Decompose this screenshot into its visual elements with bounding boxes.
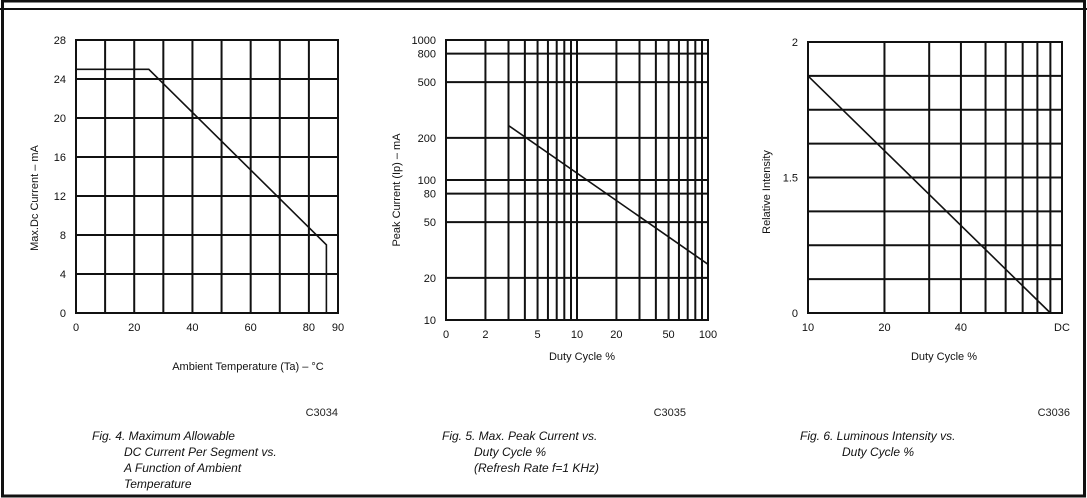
c2-x-tick-label: 10 <box>571 329 583 341</box>
chart-dc-current-vs-temperature: 0 4 8 12 16 20 24 28 0 20 40 60 80 90 Max.Dc Current… <box>29 35 344 491</box>
c3-y-tick-label: 1.5 <box>783 173 798 185</box>
chart-1-x-tick-labels: 0 20 40 60 80 90 <box>73 322 344 334</box>
chart-2-y-axis-label: Peak Current (Ip) – mA <box>391 133 403 247</box>
c1-y-tick-label: 24 <box>54 74 66 86</box>
chart-2-x-tick-labels: 0 2 5 10 20 50 100 <box>443 329 717 341</box>
chart-3-code: C3036 <box>1038 407 1070 419</box>
c1-y-tick-label: 8 <box>60 230 66 242</box>
c1-x-tick-label: 90 <box>332 322 344 334</box>
chart-relative-intensity-vs-duty-cycle: 01.52 10 20 40 DC Relative Intensity Duty C… <box>761 37 1070 459</box>
chart-1-grid <box>75 39 339 314</box>
chart-peak-current-vs-duty-cycle: 10 20 50 80 100 200 500 800 1000 0 2 5 10 20 50 100 Pe… <box>391 35 717 475</box>
chart-3-y-tick-labels: 01.52 <box>783 37 798 320</box>
chart-2-series-line <box>508 124 709 265</box>
c1-x-tick-label: 20 <box>128 322 140 334</box>
c2-x-tick-label: 2 <box>482 329 488 341</box>
chart-3-series-line <box>807 75 1051 314</box>
c2-y-tick-label: 1000 <box>412 35 436 47</box>
chart-3-x-axis-label: Duty Cycle % <box>911 351 977 363</box>
chart-2-caption-line-1: Fig. 5. Max. Peak Current vs. <box>442 429 597 443</box>
chart-1-x-axis-label: Ambient Temperature (Ta) – °C <box>172 361 324 373</box>
c1-y-tick-label: 12 <box>54 191 66 203</box>
c2-x-tick-label: 50 <box>662 329 674 341</box>
c2-y-tick-label: 50 <box>424 217 436 229</box>
c1-x-tick-label: 40 <box>186 322 198 334</box>
chart-3-grid <box>807 41 1063 314</box>
chart-1-caption-line-3: A Function of Ambient <box>123 461 242 475</box>
chart-3-y-axis-label: Relative Intensity <box>761 150 773 234</box>
chart-2-caption-line-2: Duty Cycle % <box>474 445 546 459</box>
chart-1-caption-line-2: DC Current Per Segment vs. <box>124 445 277 459</box>
chart-1-plot-frame <box>75 39 339 314</box>
chart-3-x-tick-labels: 10 20 40 DC <box>802 322 1070 334</box>
c1-y-tick-label: 20 <box>54 113 66 125</box>
chart-3-caption-line-1: Fig. 6. Luminous Intensity vs. <box>800 429 955 443</box>
c3-x-tick-label: 10 <box>802 322 814 334</box>
c1-y-tick-label: 4 <box>60 269 66 281</box>
chart-2-y-tick-labels: 10 20 50 80 100 200 500 800 1000 <box>412 35 436 327</box>
chart-1-caption-line-4: Temperature <box>124 477 192 491</box>
chart-2-plot-frame <box>445 39 709 321</box>
c2-x-tick-label: 100 <box>699 329 717 341</box>
c3-y-tick-label: 2 <box>792 37 798 49</box>
c2-y-tick-label: 80 <box>424 189 436 201</box>
chart-3-caption-line-2: Duty Cycle % <box>842 445 914 459</box>
c1-y-tick-label: 0 <box>60 308 66 320</box>
c3-x-tick-label: 20 <box>878 322 890 334</box>
c2-y-tick-label: 100 <box>418 175 436 187</box>
c2-y-tick-label: 500 <box>418 77 436 89</box>
c2-y-tick-label: 800 <box>418 49 436 61</box>
chart-1-y-tick-labels: 0 4 8 12 16 20 24 28 <box>54 35 66 320</box>
c3-x-tick-label: DC <box>1054 322 1070 334</box>
c1-x-tick-label: 60 <box>245 322 257 334</box>
c2-y-tick-label: 20 <box>424 273 436 285</box>
chart-1-series-line <box>76 68 328 313</box>
chart-1-y-axis-label: Max.Dc Current – mA <box>29 144 41 250</box>
c1-x-tick-label: 80 <box>303 322 315 334</box>
c1-x-tick-label: 0 <box>73 322 79 334</box>
c1-y-tick-label: 28 <box>54 35 66 47</box>
chart-1-code: C3034 <box>306 407 338 419</box>
c2-x-tick-label: 5 <box>535 329 541 341</box>
chart-3-plot-frame <box>807 41 1063 314</box>
c3-x-tick-label: 40 <box>955 322 967 334</box>
chart-1-caption-line-1: Fig. 4. Maximum Allowable <box>92 429 235 443</box>
chart-2-caption-line-3: (Refresh Rate f=1 KHz) <box>474 461 599 475</box>
c2-y-tick-label: 200 <box>418 133 436 145</box>
c2-y-tick-label: 10 <box>424 315 436 327</box>
chart-2-x-axis-label: Duty Cycle % <box>549 351 615 363</box>
c1-y-tick-label: 16 <box>54 152 66 164</box>
chart-2-grid <box>445 39 709 321</box>
chart-2-code: C3035 <box>654 407 686 419</box>
c2-x-tick-label: 20 <box>610 329 622 341</box>
c3-y-tick-label: 0 <box>792 308 798 320</box>
c2-x-tick-label: 0 <box>443 329 449 341</box>
